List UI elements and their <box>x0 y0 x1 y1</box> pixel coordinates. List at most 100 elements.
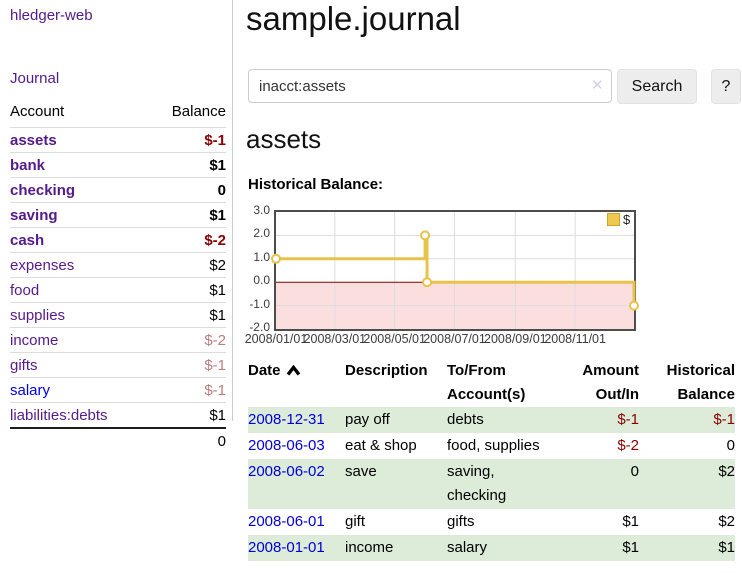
sidebar-item-journal[interactable]: Journal <box>10 70 60 87</box>
register-header-description: Description <box>345 362 428 379</box>
register-header-row: Date Description To/From Account(s) Amou… <box>248 359 735 407</box>
transaction-description: save <box>345 463 377 480</box>
transaction-amount: $-1 <box>617 411 639 428</box>
account-cell: income <box>10 327 149 353</box>
register-header-date-label: Date <box>248 362 281 379</box>
register-header-date[interactable]: Date <box>248 359 345 407</box>
account-balance: $1 <box>148 202 226 228</box>
account-cell: saving <box>10 202 149 228</box>
transaction-balance: $2 <box>718 513 735 530</box>
account-cell: expenses <box>10 252 149 278</box>
transaction-balance: 0 <box>726 437 735 454</box>
page-title: sample.journal <box>246 0 461 37</box>
account-balance: $1 <box>148 302 226 328</box>
transaction-accounts: debts <box>447 411 484 428</box>
x-tick-label: 2008/11/01 <box>544 332 606 346</box>
accounts-table: Account Balance assets $-1 bank $1 checking 0… <box>10 99 226 453</box>
account-row: gifts $-1 <box>10 352 226 378</box>
transaction-date-cell: 2008-12-31 <box>248 407 345 433</box>
x-tick-label: 2008/09/01 <box>484 332 547 346</box>
transaction-amount: $1 <box>622 513 639 530</box>
legend-label: $ <box>623 212 631 227</box>
transaction-description: pay off <box>345 411 390 428</box>
search-input[interactable] <box>248 69 612 103</box>
account-link[interactable]: food <box>10 281 40 299</box>
transaction-date-link[interactable]: 2008-06-02 <box>248 463 325 480</box>
chart-canvas <box>271 212 639 329</box>
chart-legend: $ <box>607 212 630 227</box>
transaction-date-link[interactable]: 2008-06-01 <box>248 513 325 530</box>
transaction-amount: 0 <box>630 463 639 480</box>
account-row: expenses $2 <box>10 252 226 278</box>
account-link[interactable]: bank <box>10 156 46 174</box>
account-cell: liabilities:debts <box>10 402 149 428</box>
account-cell: supplies <box>10 302 149 328</box>
accounts-total-spacer <box>10 427 149 453</box>
accounts-header-balance: Balance <box>171 103 226 120</box>
register-row: 2008-06-03 eat & shop food, supplies $-2 0 <box>248 433 735 459</box>
account-balance: 0 <box>148 177 226 203</box>
account-row: supplies $1 <box>10 302 226 328</box>
account-link[interactable]: salary <box>10 381 51 399</box>
transaction-balance: $-1 <box>713 411 735 428</box>
clear-search-icon[interactable]: ✕ <box>591 77 604 94</box>
transaction-date-link[interactable]: 2008-06-03 <box>248 437 325 454</box>
account-balance: $-2 <box>148 327 226 353</box>
y-tick-label: -2.0 <box>249 320 270 334</box>
register-table: Date Description To/From Account(s) Amou… <box>248 359 735 561</box>
account-link[interactable]: supplies <box>10 306 66 324</box>
account-cell: gifts <box>10 352 149 378</box>
account-balance: $1 <box>148 277 226 303</box>
transaction-date-link[interactable]: 2008-12-31 <box>248 411 325 428</box>
account-cell: salary <box>10 377 149 403</box>
account-balance: $2 <box>148 252 226 278</box>
transaction-date-link[interactable]: 2008-01-01 <box>248 539 325 556</box>
transaction-date-cell: 2008-01-01 <box>248 535 345 561</box>
transaction-date-cell: 2008-06-03 <box>248 433 345 459</box>
account-link[interactable]: gifts <box>10 356 38 374</box>
y-tick-label: 3.0 <box>253 203 270 217</box>
account-row: bank $1 <box>10 152 226 178</box>
x-tick-label: 2008/03/01 <box>303 332 367 346</box>
account-rows: assets $-1 bank $1 checking 0 saving $1 cash $-2 e… <box>10 127 226 428</box>
account-link[interactable]: checking <box>10 181 76 199</box>
account-link[interactable]: income <box>10 331 59 349</box>
y-tick-label: -1.0 <box>249 296 270 311</box>
transaction-date-cell: 2008-06-01 <box>248 509 345 535</box>
transaction-accounts: salary <box>447 539 488 556</box>
y-tick-label: 0.0 <box>253 273 270 288</box>
transaction-amount: $-2 <box>617 437 639 454</box>
accounts-header-account: Account <box>10 103 65 120</box>
account-link[interactable]: liabilities:debts <box>10 406 108 424</box>
accounts-total-row: 0 <box>10 427 226 453</box>
sort-ascending-icon <box>286 364 300 376</box>
accounts-header-row: Account Balance <box>10 99 226 128</box>
search-button[interactable]: Search <box>617 69 697 104</box>
account-row: food $1 <box>10 277 226 303</box>
x-tick-label: 2008/01/01 <box>244 332 308 346</box>
account-link[interactable]: cash <box>10 231 45 249</box>
account-row: income $-2 <box>10 327 226 353</box>
account-cell: food <box>10 277 149 303</box>
register-row: 2008-06-01 gift gifts $1 $2 <box>248 509 735 535</box>
register-row: 2008-01-01 income salary $1 $1 <box>248 535 735 561</box>
account-link[interactable]: saving <box>10 206 58 224</box>
account-cell: bank <box>10 152 149 178</box>
balance-chart-plot <box>271 210 639 331</box>
app-title-link[interactable]: hledger-web <box>10 7 93 24</box>
register-header-amount: Amount Out/In <box>582 362 639 403</box>
register-row: 2008-06-02 save saving, checking 0 $2 <box>248 459 735 509</box>
transaction-description: eat & shop <box>345 437 417 454</box>
account-row: checking 0 <box>10 177 226 203</box>
register-header-balance: Historical Balance <box>666 362 735 403</box>
transaction-description: income <box>345 539 394 556</box>
account-link[interactable]: assets <box>10 131 57 149</box>
x-tick-label: 2008/07/01 <box>423 332 486 346</box>
transaction-accounts: food, supplies <box>447 437 540 454</box>
help-button[interactable]: ? <box>711 69 741 104</box>
account-balance: $-1 <box>148 127 226 153</box>
transaction-balance: $2 <box>718 463 735 480</box>
account-link[interactable]: expenses <box>10 256 75 274</box>
account-row: assets $-1 <box>10 127 226 153</box>
